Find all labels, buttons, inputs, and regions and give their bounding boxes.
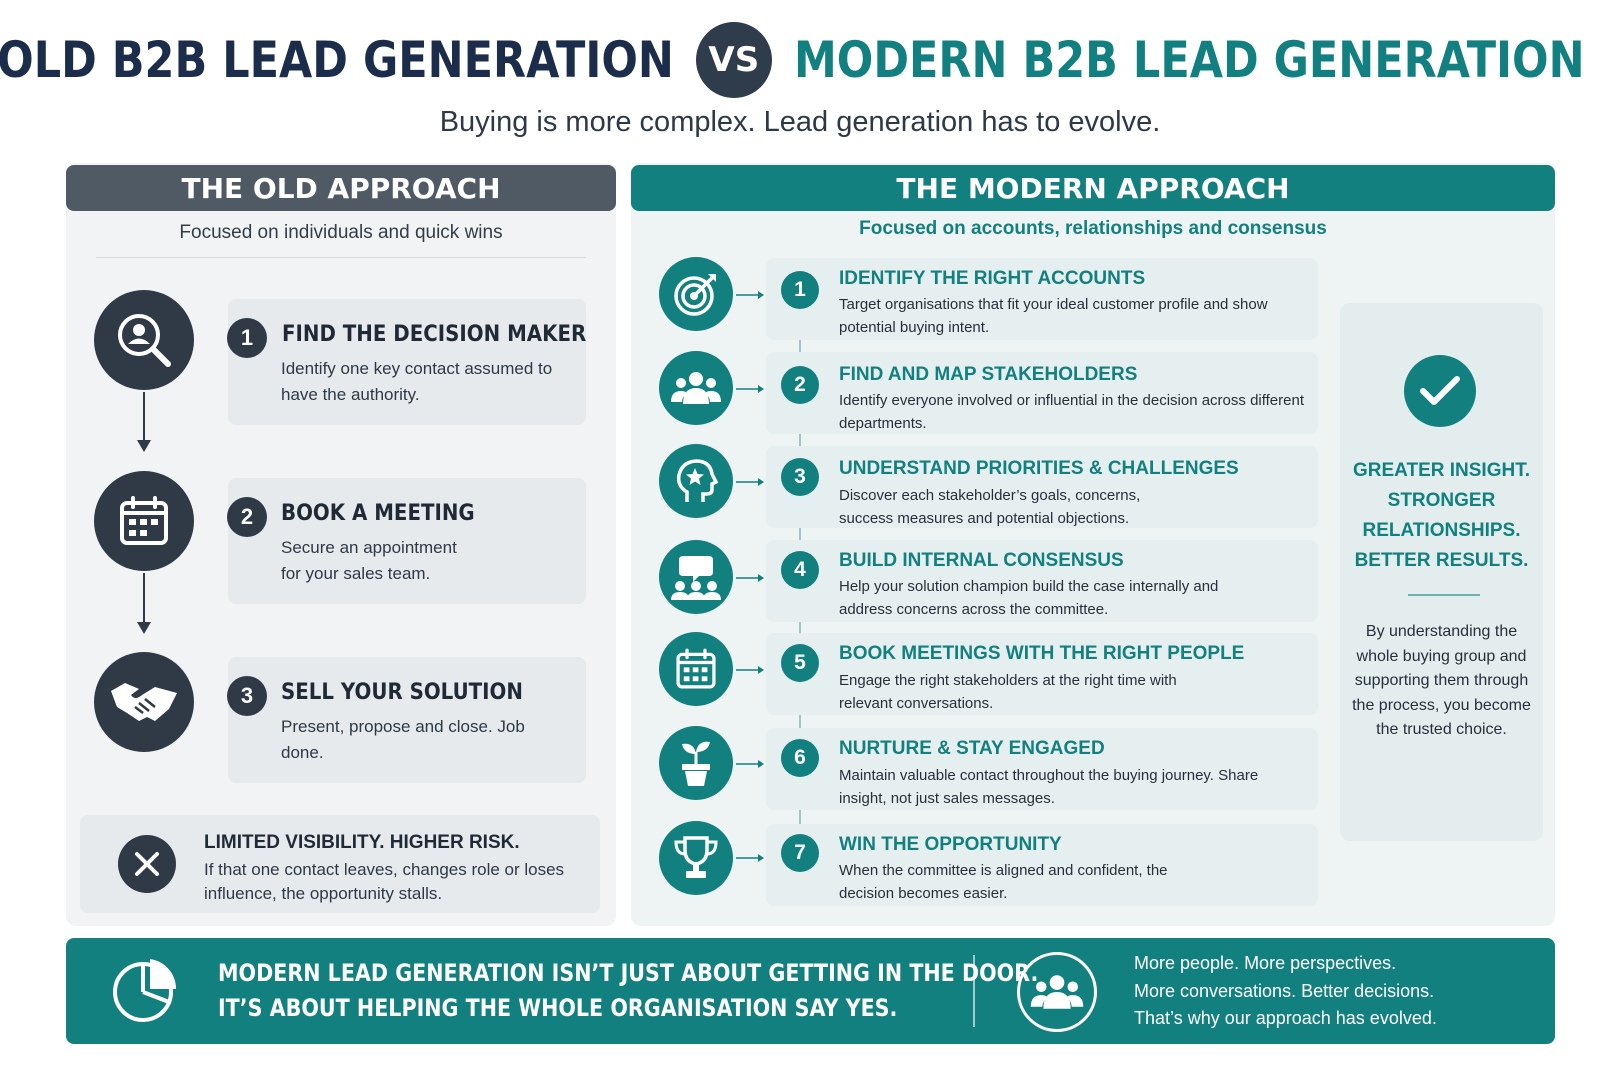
old-step-card-3 bbox=[228, 657, 586, 783]
old-step-card-2 bbox=[228, 478, 586, 604]
step-number: 6 bbox=[781, 739, 819, 777]
step-title: FIND THE DECISION MAKER bbox=[282, 322, 587, 347]
link-arrow bbox=[736, 854, 764, 862]
step-number: 7 bbox=[781, 834, 819, 872]
modern-approach-heading: THE MODERN APPROACH bbox=[631, 165, 1555, 211]
summary-text: By understanding the whole buying group … bbox=[1352, 623, 1531, 738]
pie-chart-icon bbox=[113, 959, 177, 1022]
modern-step-card-3 bbox=[766, 446, 1318, 528]
people-group-icon bbox=[659, 351, 733, 425]
banner-right-line-3: That’s why our approach has evolved. bbox=[1134, 1008, 1437, 1028]
vs-badge: VS bbox=[695, 22, 772, 98]
step-title: UNDERSTAND PRIORITIES & CHALLENGES bbox=[839, 458, 1239, 479]
flow-arrow-head bbox=[137, 622, 151, 634]
modern-step-card-5 bbox=[766, 633, 1318, 715]
link-arrow bbox=[736, 385, 764, 393]
banner-right-line-2: More conversations. Better decisions. bbox=[1134, 980, 1435, 1001]
step-title: FIND AND MAP STAKEHOLDERS bbox=[839, 364, 1138, 385]
old-step-card-1 bbox=[228, 299, 586, 425]
title-old: OLD B2B LEAD GENERATION bbox=[0, 31, 674, 89]
step-number: 1 bbox=[781, 271, 819, 309]
banner-right-line-1: More people. More perspectives. bbox=[1134, 953, 1397, 973]
step-description: Identify one key contact assumed to have… bbox=[281, 359, 553, 404]
step-description: Target organisations that fit your ideal… bbox=[839, 296, 1268, 336]
footer-banner bbox=[66, 938, 1555, 1044]
link-arrow bbox=[736, 760, 764, 768]
banner-line-1: MODERN LEAD GENERATION ISN’T JUST ABOUT … bbox=[218, 959, 1039, 987]
banner-message: MODERN LEAD GENERATION ISN’T JUST ABOUT … bbox=[218, 956, 1038, 1026]
step-title: WIN THE OPPORTUNITY bbox=[839, 834, 1062, 855]
step-number: 3 bbox=[227, 676, 267, 716]
flow-arrow-head bbox=[137, 440, 151, 452]
step-description: Help your solution champion build the ca… bbox=[839, 578, 1219, 618]
plant-icon bbox=[659, 726, 733, 800]
old-approach-subheading: Focused on individuals and quick wins bbox=[179, 222, 503, 243]
risk-description: If that one contact leaves, changes role… bbox=[204, 860, 565, 903]
step-number: 4 bbox=[781, 551, 819, 589]
close-icon bbox=[118, 835, 176, 893]
calendar-icon bbox=[94, 471, 194, 571]
calendar-icon bbox=[659, 632, 733, 706]
summary-headline: GREATER INSIGHT. STRONGER RELATIONSHIPS.… bbox=[1353, 460, 1530, 571]
people-group-icon bbox=[1017, 952, 1097, 1032]
link-arrow bbox=[736, 574, 764, 582]
modern-step-card-6 bbox=[766, 728, 1318, 810]
title-modern: MODERN B2B LEAD GENERATION bbox=[793, 31, 1585, 89]
target-icon bbox=[659, 257, 733, 331]
risk-title: LIMITED VISIBILITY. HIGHER RISK. bbox=[204, 832, 520, 853]
link-arrow bbox=[736, 478, 764, 486]
step-title: SELL YOUR SOLUTION bbox=[281, 680, 523, 705]
step-title: NURTURE & STAY ENGAGED bbox=[839, 738, 1105, 759]
head-star-icon bbox=[659, 444, 733, 518]
modern-step-card-2 bbox=[766, 352, 1318, 434]
step-title: IDENTIFY THE RIGHT ACCOUNTS bbox=[839, 268, 1146, 289]
step-description: When the committee is aligned and confid… bbox=[839, 862, 1168, 902]
step-number: 5 bbox=[781, 644, 819, 682]
step-description: Secure an appointment for your sales tea… bbox=[281, 538, 457, 583]
step-title: BOOK MEETINGS WITH THE RIGHT PEOPLE bbox=[839, 643, 1245, 664]
step-description: Discover each stakeholder’s goals, conce… bbox=[839, 487, 1141, 527]
modern-step-card-7 bbox=[766, 824, 1318, 906]
link-arrow bbox=[736, 291, 764, 299]
link-arrow bbox=[736, 666, 764, 674]
divider bbox=[1408, 594, 1480, 596]
step-number: 2 bbox=[781, 366, 819, 404]
step-number: 3 bbox=[781, 458, 819, 496]
handshake-icon bbox=[94, 652, 194, 752]
check-icon bbox=[1404, 355, 1476, 427]
flow-arrow bbox=[143, 573, 145, 625]
step-description: Engage the right stakeholders at the rig… bbox=[839, 672, 1177, 712]
divider bbox=[973, 955, 975, 1027]
search-person-icon bbox=[94, 290, 194, 390]
divider bbox=[96, 257, 586, 258]
step-description: Present, propose and close. Job done. bbox=[281, 717, 525, 762]
old-approach-heading: THE OLD APPROACH bbox=[66, 165, 616, 211]
modern-approach-subheading: Focused on accounts, relationships and c… bbox=[859, 218, 1327, 239]
modern-step-card-1 bbox=[766, 258, 1318, 340]
step-title: BUILD INTERNAL CONSENSUS bbox=[839, 550, 1124, 571]
banner-line-2: IT’S ABOUT HELPING THE WHOLE ORGANISATIO… bbox=[218, 994, 898, 1022]
modern-step-card-4 bbox=[766, 540, 1318, 622]
discussion-icon bbox=[659, 540, 733, 614]
title-row: OLD B2B LEAD GENERATION VS MODERN B2B LE… bbox=[0, 20, 1600, 100]
step-number: 2 bbox=[227, 497, 267, 537]
step-description: Maintain valuable contact throughout the… bbox=[839, 767, 1259, 807]
trophy-icon bbox=[659, 821, 733, 895]
step-number: 1 bbox=[227, 318, 267, 358]
step-description: Identify everyone involved or influentia… bbox=[839, 392, 1304, 432]
subtitle: Buying is more complex. Lead generation … bbox=[439, 106, 1161, 138]
step-title: BOOK A MEETING bbox=[281, 501, 475, 526]
flow-arrow bbox=[143, 392, 145, 442]
banner-closing-text: More people. More perspectives. More con… bbox=[1134, 950, 1534, 1033]
